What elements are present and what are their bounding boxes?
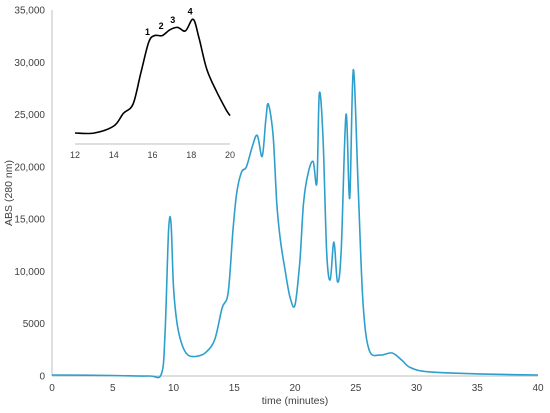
inset-x-tick-labels: 12 14 16 18 20 <box>70 150 235 160</box>
x-tick-label: 10 <box>168 383 180 394</box>
series-line-inset <box>74 18 231 135</box>
inset-x-tick-label: 20 <box>225 150 235 160</box>
y-tick-label: 0 <box>39 372 45 383</box>
y-tick-label: 25,000 <box>14 110 45 121</box>
inset-x-tick-label: 18 <box>186 150 196 160</box>
inset-x-tick-label: 12 <box>70 150 80 160</box>
x-tick-label: 0 <box>49 383 55 394</box>
inset-peak-label: 2 <box>159 21 164 31</box>
y-tick-labels: 0 5000 10,000 15,000 20,000 25,000 30,000 35,00… <box>14 6 45 383</box>
y-tick-label: 35,000 <box>14 6 45 17</box>
y-tick-label: 10,000 <box>14 267 45 278</box>
x-tick-label: 40 <box>532 383 544 394</box>
y-tick-label: 15,000 <box>14 215 45 226</box>
inset-peak-label: 1 <box>145 27 150 37</box>
y-tick-label: 5000 <box>23 319 46 330</box>
inset-x-tick-label: 14 <box>109 150 119 160</box>
x-tick-label: 35 <box>472 383 484 394</box>
x-tick-label: 30 <box>411 383 423 394</box>
inset-peak-labels: 123 4 <box>145 6 193 37</box>
inset-x-tick-label: 16 <box>147 150 157 160</box>
y-tick-label: 20,000 <box>14 162 45 173</box>
y-tick-label: 30,000 <box>14 58 45 69</box>
inset-peak-label: 3 <box>170 15 175 25</box>
x-axis-title: time (minutes) <box>262 395 329 407</box>
x-tick-label: 20 <box>289 383 301 394</box>
inset-peak-label: 4 <box>188 6 193 16</box>
series-line-main <box>51 68 539 379</box>
x-tick-labels: 0 5 10 15 20 25 30 35 40 <box>49 383 544 394</box>
y-axis-title: ABS (280 nm) <box>3 160 15 226</box>
x-tick-label: 25 <box>350 383 362 394</box>
x-tick-label: 5 <box>110 383 116 394</box>
x-tick-label: 15 <box>229 383 241 394</box>
